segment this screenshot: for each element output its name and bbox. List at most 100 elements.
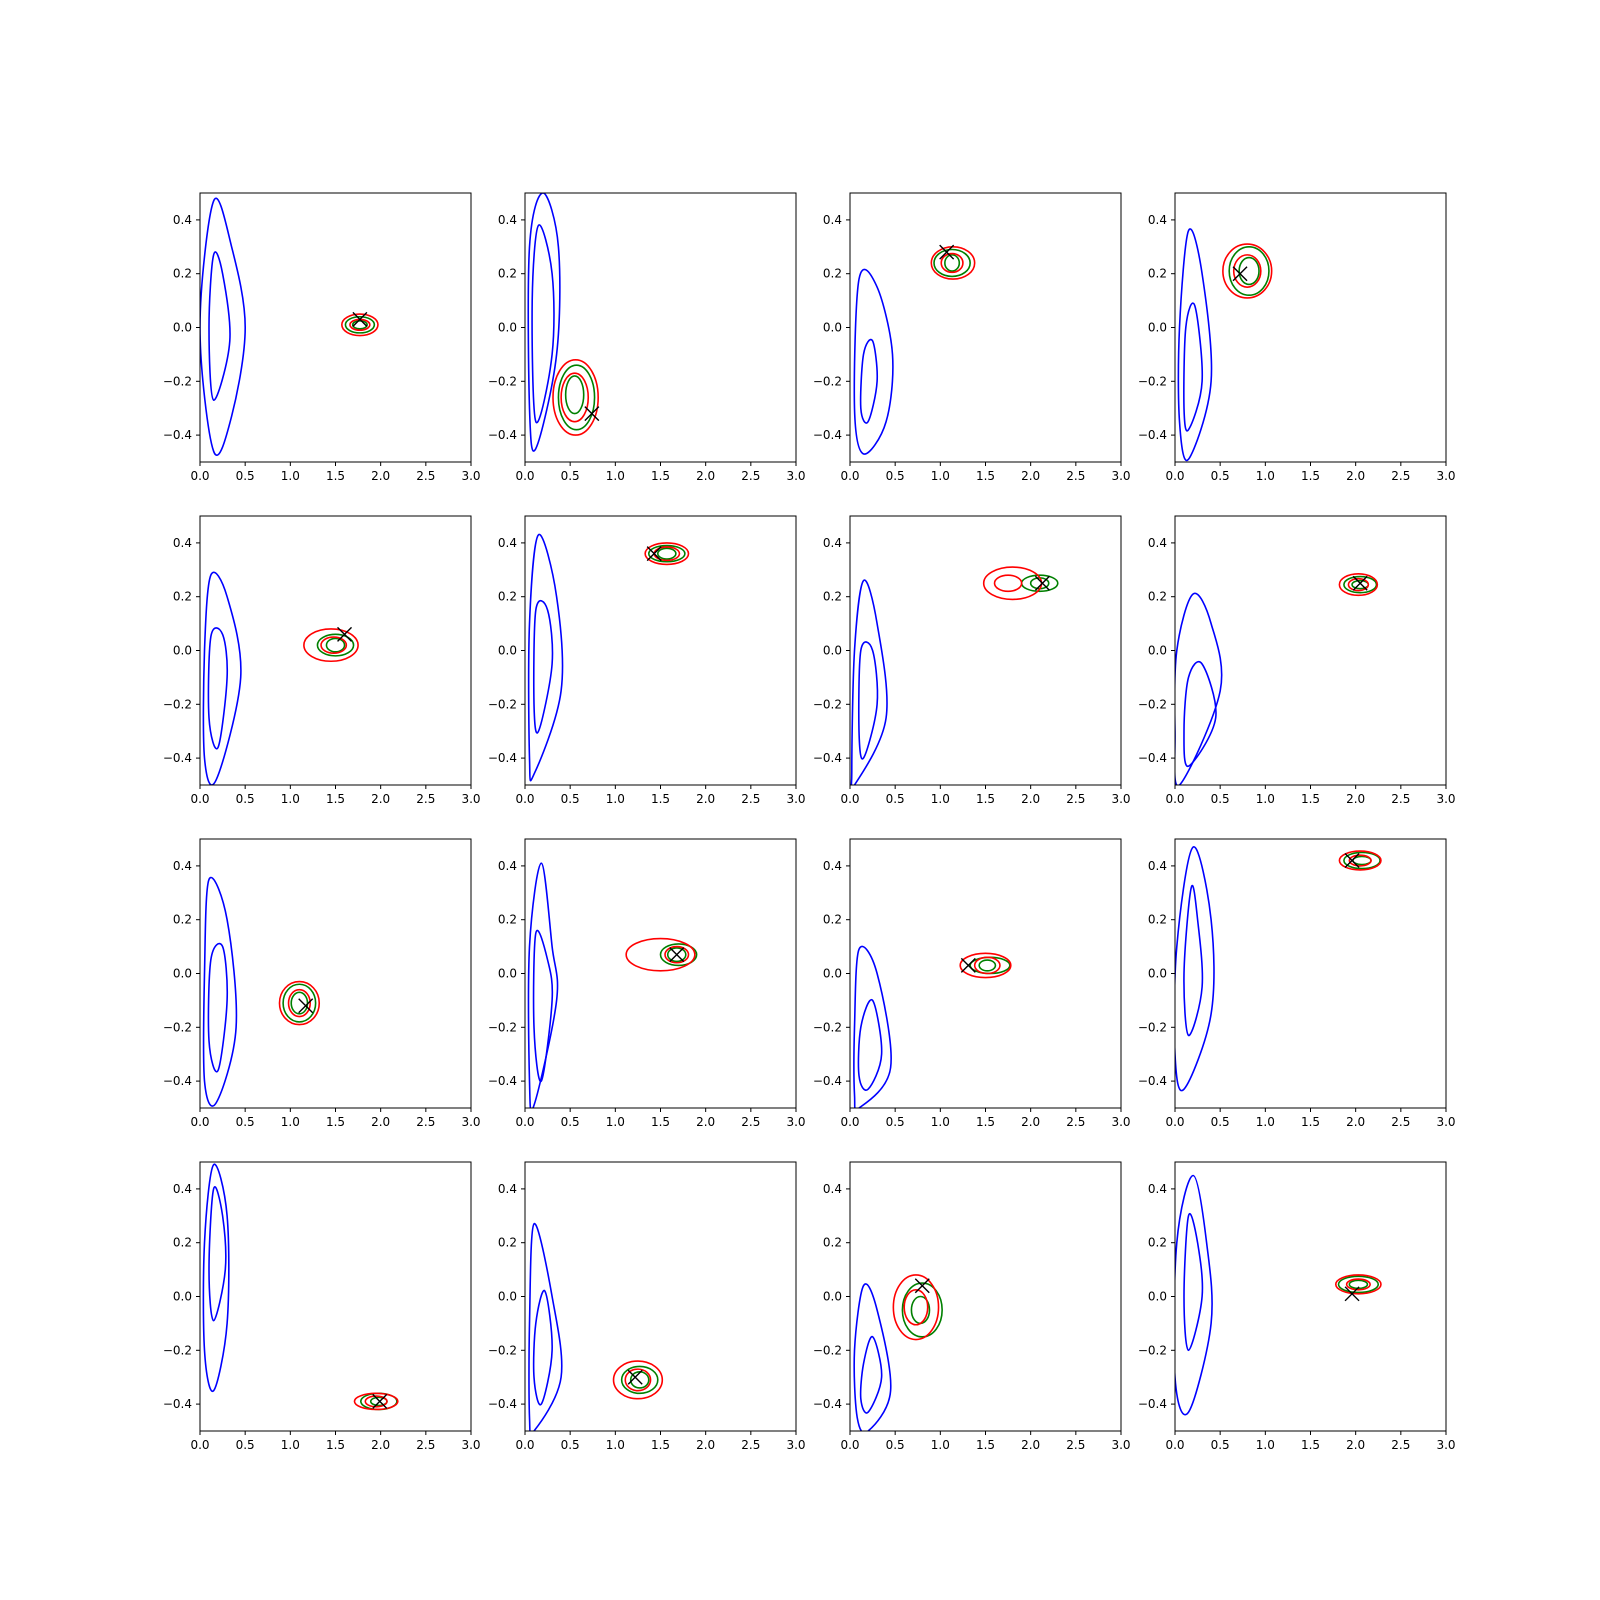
x-tick-label: 1.5 [326,469,345,483]
blue-contour-inner [531,224,555,424]
x-tick-label: 0.0 [190,1115,209,1129]
subplot-9: 0.0 0.5 1.0 1.5 2.0 2.5 3.0 −0.4 −0.2 0.0 0.2 0.4 [163,838,481,1129]
x-tick-label: 2.0 [1021,1438,1040,1452]
y-tick-label: −0.2 [813,374,842,388]
y-tick-label: 0.2 [1148,267,1167,281]
red-contour-inner [560,372,590,423]
y-tick-label: −0.4 [488,1074,517,1088]
blue-contour-inner [532,600,554,734]
axes-frame [524,1161,797,1432]
green-contour-outer [620,1365,659,1395]
x-tick-label: 1.0 [281,792,300,806]
red-contour-inner [364,1395,388,1408]
x-tick-label: 1.0 [1256,1438,1275,1452]
subplot-8: 0.0 0.5 1.0 1.5 2.0 2.5 3.0 −0.4 −0.2 0.0 0.2 0.4 [1138,515,1456,806]
x-tick-label: 2.0 [1346,469,1365,483]
blue-contour-inner [858,641,879,760]
true-value-marker [1344,1286,1360,1302]
red-contour-outer [644,542,690,566]
x-tick-label: 1.0 [606,469,625,483]
subplot-15: 0.0 0.5 1.0 1.5 2.0 2.5 3.0 −0.4 −0.2 0.0 0.2 0.4 [813,1161,1131,1452]
y-tick-label: 0.4 [498,213,517,227]
x-tick-label: 2.0 [371,1438,390,1452]
subplot-12: 0.0 0.5 1.0 1.5 2.0 2.5 3.0 −0.4 −0.2 0.0 0.2 0.4 [1138,838,1456,1129]
y-tick-label: 0.2 [173,913,192,927]
x-tick-label: 3.0 [1436,1115,1455,1129]
subplot-2: 0.0 0.5 1.0 1.5 2.0 2.5 3.0 −0.4 −0.2 0.0 0.2 0.4 [488,192,806,483]
x-tick-label: 2.0 [371,1115,390,1129]
blue-contour-outer [200,197,247,456]
red-contour-outer [552,358,599,436]
subplot-13: 0.0 0.5 1.0 1.5 2.0 2.5 3.0 −0.4 −0.2 0.0 0.2 0.4 [163,1161,481,1452]
y-tick-label: 0.2 [173,267,192,281]
subplot-4: 0.0 0.5 1.0 1.5 2.0 2.5 3.0 −0.4 −0.2 0.0 0.2 0.4 [1138,192,1456,483]
y-tick-label: −0.2 [488,374,517,388]
green-contour-inner [978,959,997,972]
red-contour-inner [320,636,348,654]
subplot-1: 0.0 0.5 1.0 1.5 2.0 2.5 3.0 −0.4 −0.2 0.0 0.2 0.4 [163,192,481,483]
blue-contour-inner [532,1289,553,1406]
blue-contour-inner [1183,1213,1204,1352]
plot-area [853,244,976,455]
blue-contour-inner [207,942,229,1073]
y-tick-label: 0.0 [1148,644,1167,658]
blue-contour-outer [202,571,242,785]
y-tick-label: 0.0 [1148,1290,1167,1304]
y-tick-label: 0.0 [823,644,842,658]
axes-frame [199,838,472,1109]
x-tick-label: 0.5 [561,792,580,806]
plot-area [1175,1174,1382,1416]
y-tick-label: 0.2 [173,1236,192,1250]
x-tick-label: 2.0 [1346,1438,1365,1452]
plot-area [527,533,690,782]
y-tick-label: −0.2 [1138,1343,1167,1357]
y-tick-label: 0.2 [823,590,842,604]
blue-contour-outer [527,533,564,782]
y-tick-label: −0.2 [813,1343,842,1357]
x-tick-label: 1.5 [1301,1115,1320,1129]
y-tick-label: 0.0 [498,321,517,335]
blue-contour-inner [532,929,554,1082]
y-tick-label: −0.2 [813,697,842,711]
y-tick-label: −0.2 [488,1020,517,1034]
y-tick-label: −0.2 [488,1343,517,1357]
blue-contour-inner [859,338,879,424]
x-tick-label: 0.0 [1165,1438,1184,1452]
x-tick-label: 2.0 [696,1438,715,1452]
true-value-marker [939,244,955,260]
x-tick-label: 2.0 [696,792,715,806]
y-tick-label: 0.4 [173,1182,192,1196]
x-tick-label: 0.0 [515,1438,534,1452]
x-tick-label: 3.0 [786,792,805,806]
x-tick-label: 1.5 [976,1115,995,1129]
blue-contour-outer [528,1223,563,1431]
y-tick-label: 0.0 [498,1290,517,1304]
plot-area [850,566,1059,785]
blue-contour-outer [202,1163,230,1393]
y-tick-label: 0.2 [823,267,842,281]
x-tick-label: 3.0 [1111,792,1130,806]
y-tick-label: 0.2 [823,1236,842,1250]
x-tick-label: 3.0 [461,1438,480,1452]
y-tick-label: −0.4 [1138,428,1167,442]
y-tick-label: −0.2 [163,374,192,388]
blue-contour-outer [1175,592,1223,785]
blue-contour-inner [1183,660,1217,767]
x-tick-label: 2.5 [416,1115,435,1129]
x-tick-label: 2.0 [696,1115,715,1129]
y-tick-label: 0.2 [823,913,842,927]
blue-contour-inner [857,998,883,1091]
green-contour-outer [901,1282,943,1338]
blue-contour-outer [1175,1174,1213,1416]
axes-frame [199,515,472,786]
true-value-marker [627,1369,643,1385]
x-tick-label: 2.5 [1066,469,1085,483]
x-tick-label: 0.5 [236,469,255,483]
x-tick-label: 2.5 [1391,792,1410,806]
subplot-11: 0.0 0.5 1.0 1.5 2.0 2.5 3.0 −0.4 −0.2 0.0 0.2 0.4 [813,838,1131,1129]
y-tick-label: −0.4 [488,428,517,442]
x-tick-label: 2.5 [741,1115,760,1129]
axes-frame [849,192,1122,463]
y-tick-label: −0.2 [163,1343,192,1357]
